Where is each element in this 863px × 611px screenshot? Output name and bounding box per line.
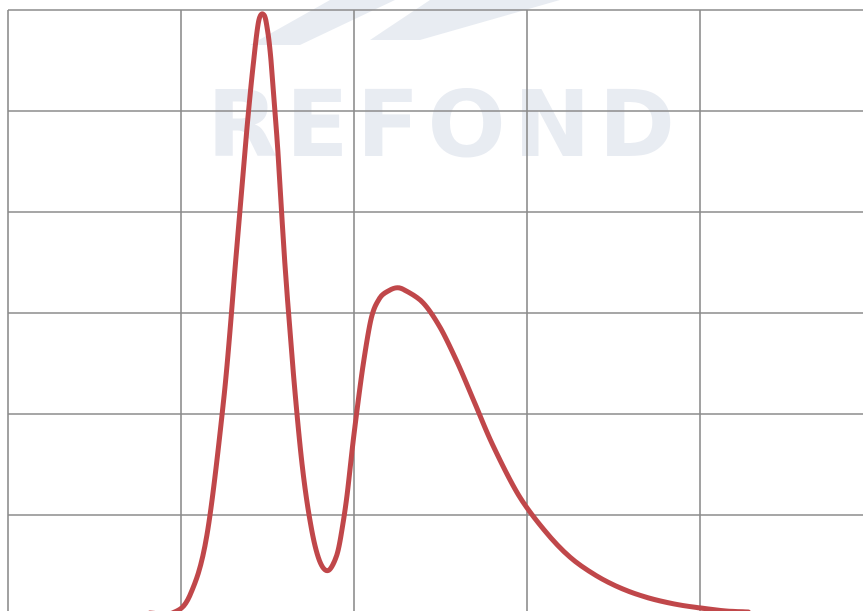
watermark-logo-swoosh [370,0,560,40]
series-layer [148,11,751,611]
watermark: REFOND [207,0,683,178]
watermark-text: REFOND [207,71,683,178]
grid [7,9,863,611]
series-line-1 [148,11,751,611]
watermark-logo-swoosh [250,0,395,45]
